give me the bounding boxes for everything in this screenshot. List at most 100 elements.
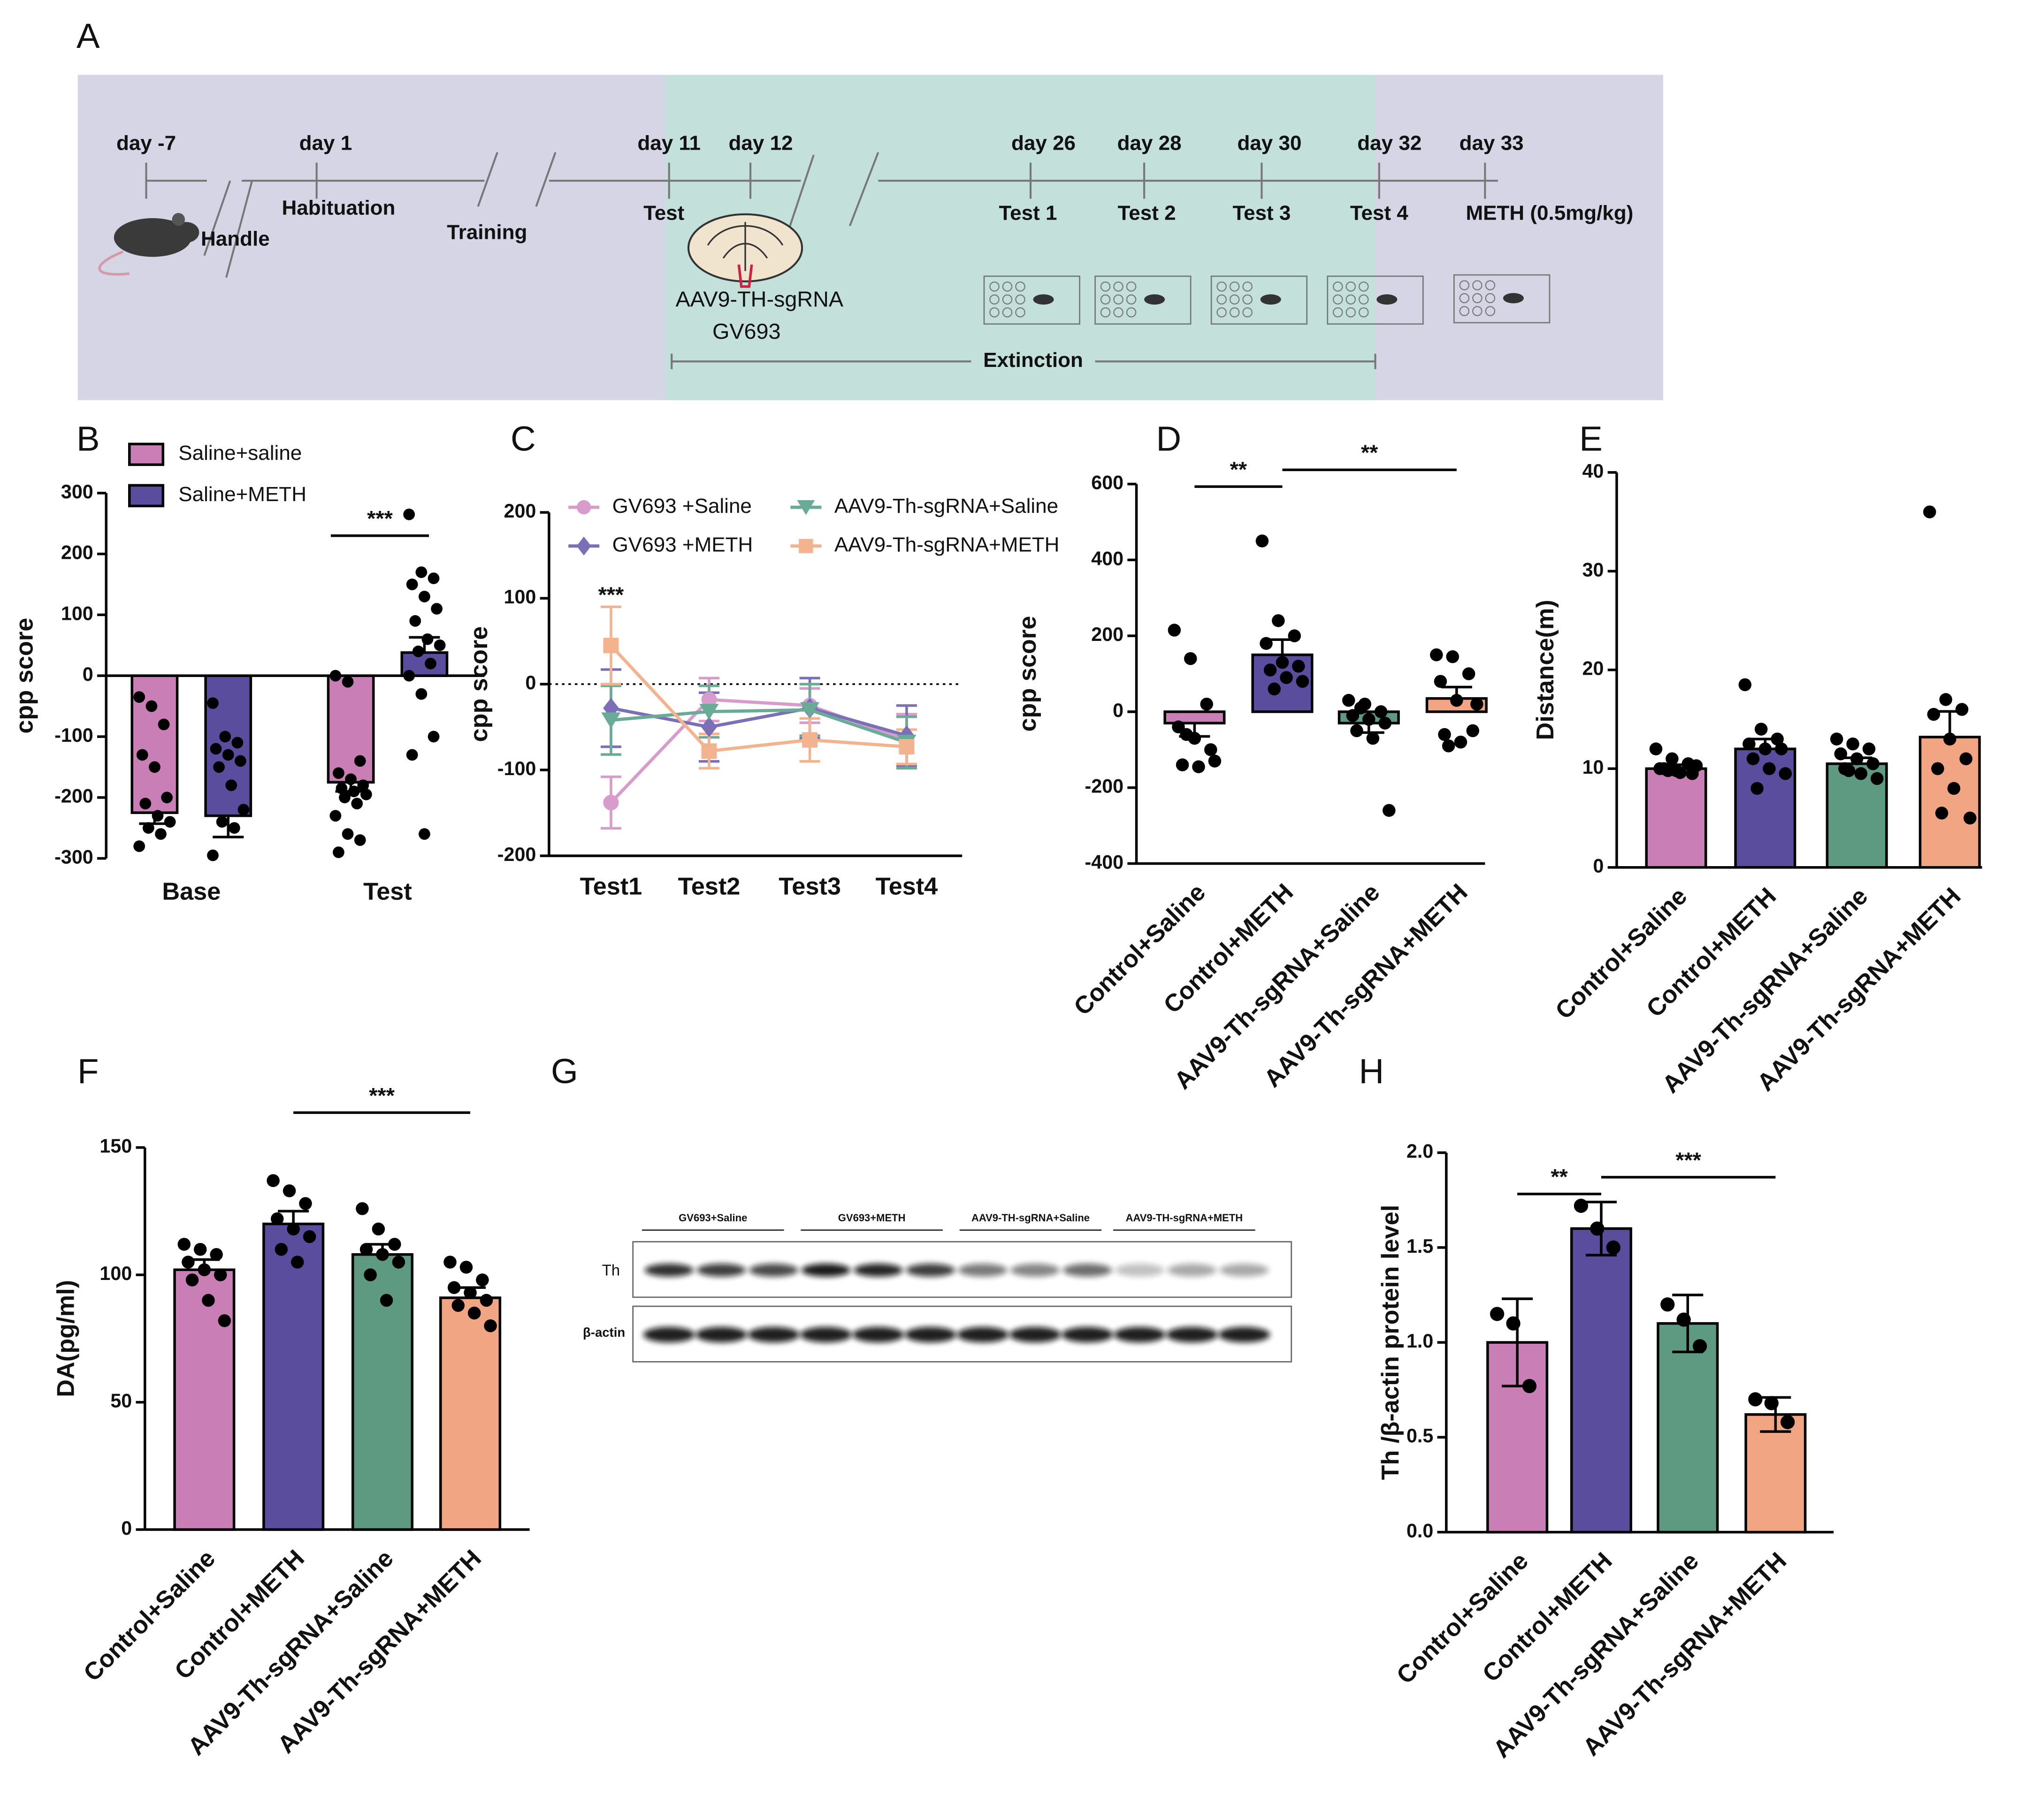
- chamber-mouse: [1503, 293, 1524, 304]
- y-tick-label: 0.5: [1406, 1425, 1433, 1447]
- data-point: [1935, 807, 1949, 820]
- legend-swatch: [128, 484, 165, 508]
- data-point: [1292, 660, 1305, 673]
- data-point: [388, 1238, 401, 1251]
- bar: [1657, 1322, 1719, 1534]
- blot-band: [643, 1327, 695, 1343]
- phase-label: Extinction: [983, 349, 1083, 372]
- data-point: [222, 749, 234, 761]
- phase-label-bg: [971, 348, 1095, 374]
- chamber-icon: [1327, 275, 1424, 325]
- data-point: [1943, 732, 1956, 746]
- axis-break: [535, 152, 557, 207]
- y-tick-label: 0: [83, 663, 93, 685]
- marker: [577, 500, 591, 515]
- chamber-hole: [1113, 307, 1123, 318]
- data-point: [155, 828, 167, 840]
- blot-band: [1115, 1264, 1164, 1277]
- data-point: [207, 697, 219, 709]
- bar: [173, 1268, 236, 1531]
- data-point: [409, 615, 421, 627]
- day-label: day -7: [116, 132, 176, 155]
- data-point: [372, 1222, 385, 1236]
- data-point: [1771, 732, 1784, 746]
- mouse-icon: [114, 218, 191, 257]
- mouse-ear: [172, 213, 185, 226]
- data-point: [415, 566, 428, 578]
- data-point: [333, 846, 344, 858]
- y-axis-label: cpp score: [1014, 616, 1041, 732]
- data-point: [459, 1261, 473, 1274]
- data-point: [376, 1248, 389, 1261]
- y-tick-label: -200: [497, 844, 536, 865]
- panel-label: F: [77, 1052, 99, 1091]
- event-label: Habituation: [282, 196, 395, 219]
- data-point: [1689, 759, 1703, 772]
- data-point: [1450, 693, 1463, 707]
- data-point: [406, 749, 418, 761]
- data-point: [428, 572, 440, 584]
- data-point: [1200, 698, 1213, 711]
- chamber-hole: [1002, 282, 1013, 292]
- chamber-hole: [989, 282, 1000, 292]
- y-tick-label: 0: [1113, 700, 1123, 721]
- y-tick-label: 100: [61, 602, 93, 624]
- data-point: [1742, 737, 1756, 751]
- data-point: [329, 810, 342, 822]
- data-point: [1746, 752, 1760, 765]
- blot-band: [958, 1264, 1008, 1277]
- data-point: [1660, 1297, 1675, 1312]
- blot-band: [1218, 1327, 1270, 1343]
- event-label: Test 2: [1118, 201, 1176, 224]
- axis-break: [203, 180, 231, 256]
- chamber-hole: [1359, 307, 1369, 318]
- data-point: [161, 792, 173, 804]
- mouse-tail: [98, 250, 130, 276]
- data-point: [1280, 671, 1293, 684]
- injection-label: GV693: [712, 319, 781, 343]
- series-line: [611, 708, 908, 744]
- data-point: [1923, 505, 1936, 518]
- day-label: day 30: [1237, 132, 1301, 155]
- blot-group-label: GV693+Saline: [679, 1212, 747, 1224]
- blot-group-label: AAV9-TH-sgRNA+Saline: [971, 1212, 1090, 1224]
- chamber-hole: [1345, 282, 1356, 292]
- data-point: [1931, 762, 1944, 776]
- data-point: [182, 1256, 195, 1269]
- chamber-hole: [1015, 307, 1025, 318]
- data-point: [419, 828, 430, 840]
- marker: [799, 539, 813, 553]
- data-point: [480, 1294, 493, 1307]
- x-tick-label: Test3: [779, 873, 841, 900]
- data-point: [283, 1184, 296, 1197]
- blot-group-label: GV693+METH: [838, 1212, 906, 1224]
- chamber-icon: [983, 275, 1080, 325]
- blot-band: [1010, 1264, 1060, 1277]
- data-point: [333, 767, 344, 779]
- blot-band: [801, 1264, 851, 1277]
- blot-band: [695, 1327, 748, 1343]
- chamber-hole: [989, 307, 1000, 318]
- data-point: [345, 773, 357, 785]
- series-line: [610, 644, 907, 753]
- day-label: day 12: [729, 132, 793, 155]
- data-point: [1775, 742, 1788, 755]
- chamber-mouse: [1376, 294, 1398, 305]
- data-point: [351, 798, 363, 810]
- marker: [699, 704, 719, 720]
- data-point: [1692, 1339, 1707, 1354]
- data-point: [403, 508, 415, 520]
- y-tick-label: 30: [1582, 559, 1604, 580]
- data-point: [139, 798, 152, 810]
- y-tick-label: -100: [497, 758, 536, 779]
- timeline: day -7 day 1 day 11 day 12 day 26 day 28 day 3…: [98, 132, 1633, 374]
- blot-band: [906, 1264, 955, 1277]
- significance-label: ***: [598, 582, 624, 607]
- event-label: Test 4: [1350, 201, 1408, 224]
- data-point: [467, 1306, 481, 1320]
- chamber-hole: [1002, 307, 1013, 318]
- data-point: [235, 755, 246, 767]
- blot-row-label: Th: [602, 1262, 620, 1279]
- day-label: day 11: [637, 132, 701, 155]
